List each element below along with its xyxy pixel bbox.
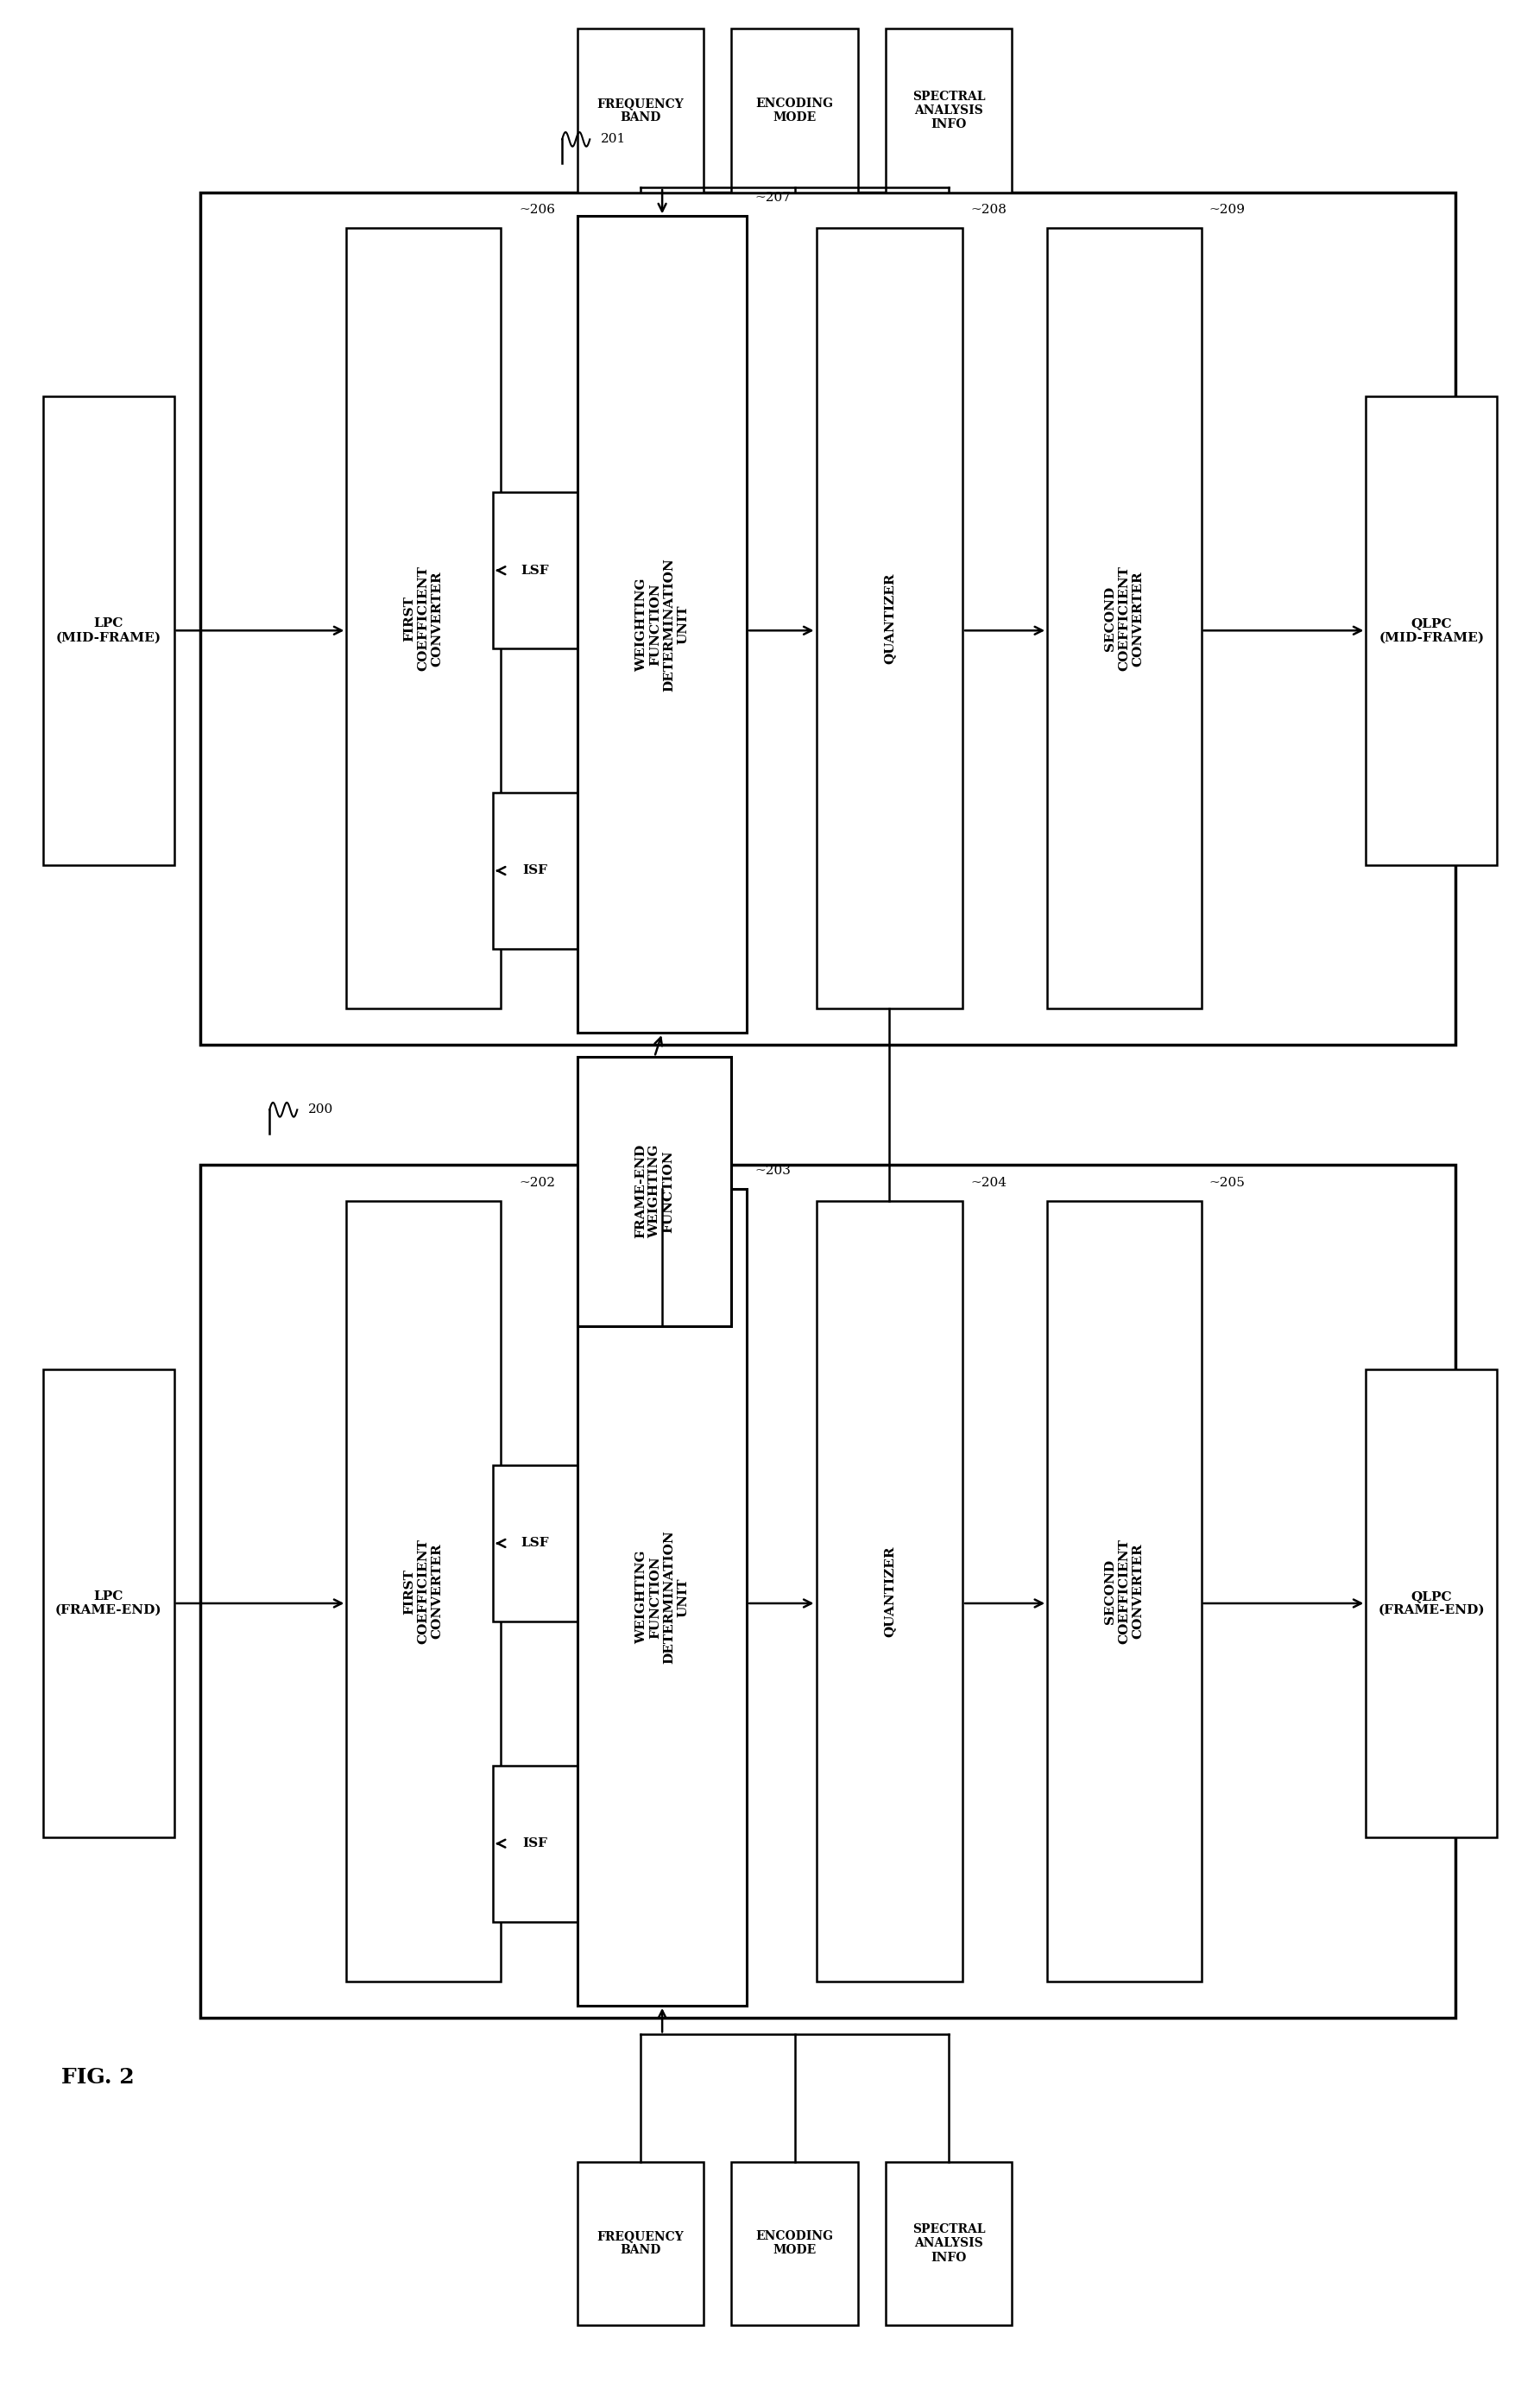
Text: SPECTRAL
ANALYSIS
INFO: SPECTRAL ANALYSIS INFO <box>912 2224 986 2263</box>
Text: FRAME-END
WEIGHTING
FUNCTION: FRAME-END WEIGHTING FUNCTION <box>634 1143 675 1239</box>
Bar <box>493 492 578 649</box>
Text: QUANTIZER: QUANTIZER <box>884 1547 895 1636</box>
Text: ~205: ~205 <box>1209 1177 1244 1189</box>
Text: ENCODING
MODE: ENCODING MODE <box>756 98 833 123</box>
Bar <box>578 29 704 192</box>
Bar <box>493 1465 578 1621</box>
Text: QLPC
(FRAME-END): QLPC (FRAME-END) <box>1378 1590 1485 1617</box>
Text: LSF: LSF <box>521 1537 550 1549</box>
Text: FREQUENCY
BAND: FREQUENCY BAND <box>598 98 684 123</box>
Bar <box>732 29 858 192</box>
Text: WEIGHTING
FUNCTION
DETERMINATION
UNIT: WEIGHTING FUNCTION DETERMINATION UNIT <box>634 1530 690 1665</box>
Text: LSF: LSF <box>521 564 550 576</box>
Text: QLPC
(MID-FRAME): QLPC (MID-FRAME) <box>1378 617 1485 644</box>
Bar <box>816 1201 962 1982</box>
Text: LPC
(MID-FRAME): LPC (MID-FRAME) <box>55 617 162 644</box>
Text: ~203: ~203 <box>755 1165 790 1177</box>
Bar <box>43 396 174 865</box>
Bar <box>732 2162 858 2325</box>
Text: QUANTIZER: QUANTIZER <box>884 574 895 663</box>
Bar <box>578 216 747 1033</box>
Text: SECOND
COEFFICIENT
CONVERTER: SECOND COEFFICIENT CONVERTER <box>1104 1540 1144 1643</box>
Bar <box>886 2162 1012 2325</box>
Bar <box>1366 396 1497 865</box>
Bar <box>816 228 962 1009</box>
Bar <box>347 1201 501 1982</box>
Bar <box>200 192 1455 1045</box>
Bar <box>347 228 501 1009</box>
Text: FIG. 2: FIG. 2 <box>62 2068 134 2087</box>
Bar <box>578 2162 704 2325</box>
Bar <box>886 29 1012 192</box>
Text: 200: 200 <box>308 1103 333 1117</box>
Text: FIRST
COEFFICIENT
CONVERTER: FIRST COEFFICIENT CONVERTER <box>403 567 444 670</box>
Text: ISF: ISF <box>522 1838 548 1850</box>
Bar <box>1366 1369 1497 1838</box>
Text: SPECTRAL
ANALYSIS
INFO: SPECTRAL ANALYSIS INFO <box>912 91 986 130</box>
Text: FIRST
COEFFICIENT
CONVERTER: FIRST COEFFICIENT CONVERTER <box>403 1540 444 1643</box>
Text: ~208: ~208 <box>970 204 1006 216</box>
Text: SECOND
COEFFICIENT
CONVERTER: SECOND COEFFICIENT CONVERTER <box>1104 567 1144 670</box>
Text: FREQUENCY
BAND: FREQUENCY BAND <box>598 2231 684 2255</box>
Text: ~206: ~206 <box>519 204 556 216</box>
Bar <box>493 793 578 949</box>
Text: ~207: ~207 <box>755 192 790 204</box>
Bar <box>200 1165 1455 2018</box>
Text: ~204: ~204 <box>970 1177 1007 1189</box>
Bar <box>578 1189 747 2006</box>
Text: LPC
(FRAME-END): LPC (FRAME-END) <box>55 1590 162 1617</box>
Text: ~209: ~209 <box>1209 204 1246 216</box>
Bar <box>43 1369 174 1838</box>
Bar <box>493 1765 578 1922</box>
Text: 201: 201 <box>601 132 625 147</box>
Bar <box>1047 228 1201 1009</box>
Text: ISF: ISF <box>522 865 548 877</box>
Bar <box>578 1057 732 1326</box>
Bar <box>1047 1201 1201 1982</box>
Text: ENCODING
MODE: ENCODING MODE <box>756 2231 833 2255</box>
Text: WEIGHTING
FUNCTION
DETERMINATION
UNIT: WEIGHTING FUNCTION DETERMINATION UNIT <box>634 557 690 692</box>
Text: ~202: ~202 <box>519 1177 556 1189</box>
